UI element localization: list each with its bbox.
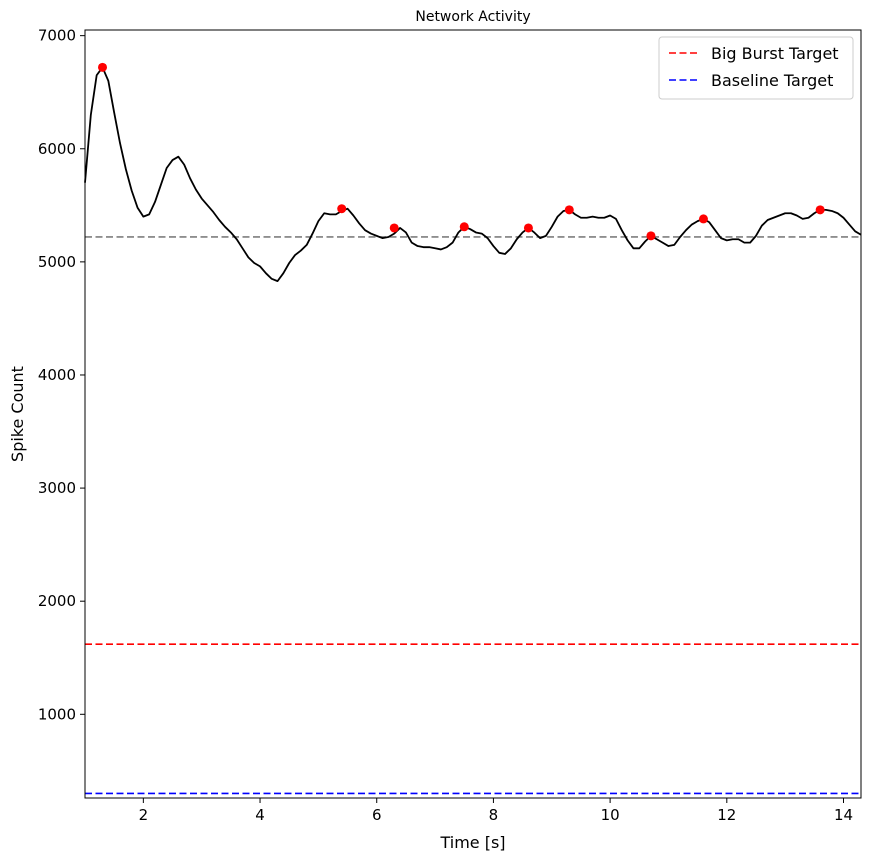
peak-marker [564,205,574,215]
y-axis-label: Spike Count [8,366,27,462]
y-axis: 1000 2000 3000 4000 5000 6000 7000 [38,27,85,723]
legend-label: Baseline Target [711,71,833,90]
peak-marker [698,214,708,224]
x-axis-label: Time [s] [439,833,505,852]
peak-marker [98,62,108,72]
legend-label: Big Burst Target [711,44,839,63]
y-tick-label: 4000 [38,366,76,384]
legend-box [658,36,854,100]
x-tick-label: 8 [489,806,499,824]
y-tick-label: 7000 [38,27,76,45]
y-tick-label: 6000 [38,140,76,158]
legend: Big Burst Target Baseline Target [658,36,854,100]
peak-marker [389,223,399,233]
y-tick-label: 5000 [38,253,76,271]
peak-marker [337,204,347,214]
x-tick-label: 2 [139,806,149,824]
y-tick-label: 2000 [38,592,76,610]
peak-marker [646,231,656,241]
x-tick-label: 10 [601,806,620,824]
peak-marker [815,205,825,215]
peak-marker [459,222,469,232]
activity-line [84,66,862,283]
x-axis: 2 4 6 8 10 12 14 [139,798,853,824]
plot-area [84,62,862,795]
x-tick-label: 4 [255,806,265,824]
x-tick-label: 12 [717,806,736,824]
x-tick-label: 14 [834,806,853,824]
x-tick-label: 6 [372,806,382,824]
axes-frame [84,29,862,799]
y-tick-label: 1000 [38,705,76,723]
y-tick-label: 3000 [38,479,76,497]
peak-marker [523,223,533,233]
chart-title: Network Activity [415,9,530,25]
